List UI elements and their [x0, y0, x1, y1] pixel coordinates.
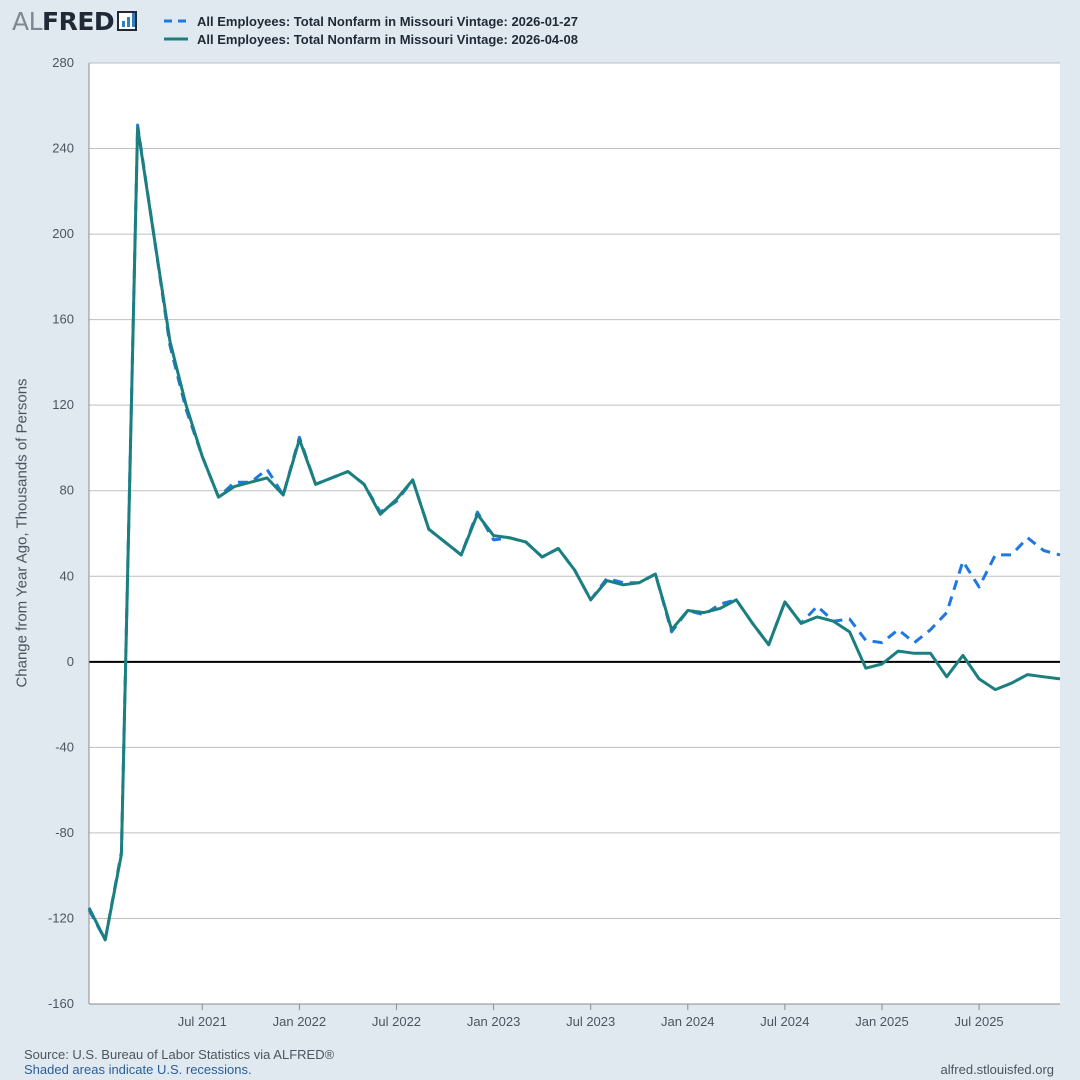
x-tick-label: Jan 2023 — [467, 1014, 521, 1029]
y-tick-label: 200 — [52, 226, 74, 241]
y-tick-label: 0 — [67, 654, 74, 669]
y-tick-label: 160 — [52, 312, 74, 327]
y-tick-label: 120 — [52, 397, 74, 412]
x-tick-label: Jul 2022 — [372, 1014, 421, 1029]
y-tick-label: 280 — [52, 55, 74, 70]
x-tick-label: Jan 2025 — [855, 1014, 909, 1029]
x-tick-label: Jan 2024 — [661, 1014, 715, 1029]
plot-area — [89, 63, 1060, 1004]
x-tick-label: Jul 2024 — [760, 1014, 809, 1029]
y-tick-label: -80 — [55, 825, 74, 840]
y-tick-label: 40 — [60, 568, 74, 583]
x-tick-label: Jan 2022 — [273, 1014, 327, 1029]
legend-item-vintage-2026-01-27[interactable]: All Employees: Total Nonfarm in Missouri… — [163, 12, 578, 30]
legend-item-vintage-2026-04-08[interactable]: All Employees: Total Nonfarm in Missouri… — [163, 30, 578, 48]
y-tick-label: -40 — [55, 739, 74, 754]
dashed-line-swatch-icon — [164, 19, 188, 23]
legend-label: All Employees: Total Nonfarm in Missouri… — [197, 31, 578, 47]
alfred-logo[interactable]: AL FRED — [12, 6, 138, 36]
y-tick-label: 80 — [60, 483, 74, 498]
logo-main: FRED — [42, 6, 115, 36]
source-note: Source: U.S. Bureau of Labor Statistics … — [24, 1047, 335, 1062]
x-tick-label: Jul 2021 — [178, 1014, 227, 1029]
website-link[interactable]: alfred.stlouisfed.org — [940, 1062, 1054, 1077]
y-tick-label: -160 — [48, 996, 74, 1011]
recession-note: Shaded areas indicate U.S. recessions. — [24, 1062, 252, 1077]
x-tick-label: Jul 2023 — [566, 1014, 615, 1029]
chart-legend: All Employees: Total Nonfarm in Missouri… — [163, 12, 578, 48]
y-tick-label: -120 — [48, 910, 74, 925]
y-tick-label: 240 — [52, 141, 74, 156]
logo-prefix: AL — [12, 6, 43, 36]
legend-label: All Employees: Total Nonfarm in Missouri… — [197, 13, 578, 29]
y-axis-title: Change from Year Ago, Thousands of Perso… — [13, 378, 31, 688]
x-tick-label: Jul 2025 — [955, 1014, 1004, 1029]
bar-chart-icon — [117, 11, 138, 31]
header: AL FRED All Employees: Total Nonfarm in M… — [0, 0, 1080, 50]
solid-line-swatch-icon — [164, 37, 188, 41]
series-line-vintage-2026-04-08[interactable] — [87, 125, 1061, 942]
footer-left: Source: U.S. Bureau of Labor Statistics … — [24, 1047, 334, 1077]
